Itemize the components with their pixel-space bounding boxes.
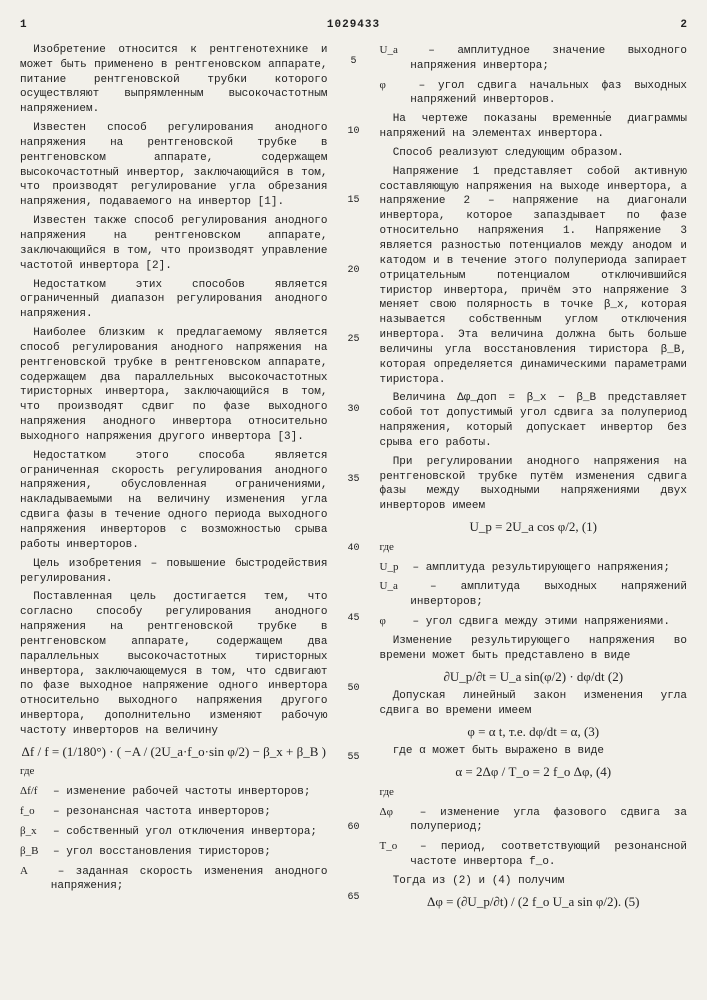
- para: Изобретение относится к рентгенотехнике …: [20, 43, 328, 117]
- line-num: 10: [346, 125, 362, 139]
- def-sym: Δf/f: [20, 784, 46, 799]
- para: Известен способ регулирования анодного н…: [20, 121, 328, 210]
- left-column: Изобретение относится к рентгенотехнике …: [20, 43, 328, 915]
- line-num: 65: [346, 891, 362, 905]
- line-num: 25: [346, 333, 362, 347]
- line-num: 45: [346, 612, 362, 626]
- page-right-num: 2: [680, 18, 687, 33]
- formula-4: α = 2Δφ / T_o = 2 f_o Δφ, (4): [380, 763, 688, 781]
- para: Поставленная цель достигается тем, что с…: [20, 590, 328, 738]
- def-row: T_o – период, соответствующий резонансно…: [380, 839, 688, 870]
- def-text: – амплитудное значение выходного напряже…: [406, 45, 687, 72]
- def-text: – угол сдвига начальных фаз выходных нап…: [406, 80, 687, 107]
- def-row: A – заданная скорость изменения анодного…: [20, 864, 328, 895]
- def-row: где: [380, 540, 688, 556]
- def-row: Δf/f – изменение рабочей частоты инверто…: [20, 784, 328, 800]
- def-sym: T_o: [380, 839, 406, 854]
- def-row: U_p – амплитуда результирующего напряжен…: [380, 560, 688, 576]
- right-column: U_a – амплитудное значение выходного нап…: [380, 43, 688, 915]
- def-sym: A: [20, 864, 46, 879]
- para: Цель изобретения – повышение быстродейст…: [20, 557, 328, 587]
- def-sym: f_o: [20, 804, 46, 819]
- para: Изменение результирующего напряжения во …: [380, 634, 688, 664]
- para: Тогда из (2) и (4) получим: [380, 874, 688, 889]
- para: где α может быть выражено в виде: [380, 744, 688, 759]
- para: Способ реализуют следующим образом.: [380, 146, 688, 161]
- def-row: U_a – амплитуда выходных напряжений инве…: [380, 579, 688, 610]
- def-sym: φ: [380, 614, 406, 629]
- line-num: 20: [346, 264, 362, 278]
- def-sym: Δφ: [380, 805, 406, 820]
- def-row: β_x – собственный угол отключения инверт…: [20, 824, 328, 840]
- page-header: 1 1029433 2: [20, 18, 687, 33]
- para: Допуская линейный закон изменения угла с…: [380, 689, 688, 719]
- def-row: где: [380, 785, 688, 801]
- line-number-gutter: 5 10 15 20 25 30 35 40 45 50 55 60 65: [346, 43, 362, 915]
- def-sym: U_p: [380, 560, 406, 575]
- def-row: где: [20, 764, 328, 780]
- def-row: U_a – амплитудное значение выходного нап…: [380, 43, 688, 74]
- para: Напряжение 1 представляет собой активную…: [380, 165, 688, 388]
- para: Недостатком этого способа является огран…: [20, 449, 328, 553]
- def-text: – угол сдвига между этими напряжениями.: [406, 616, 670, 628]
- doc-number: 1029433: [27, 18, 681, 33]
- def-sym: β_x: [20, 824, 46, 839]
- def-text: – амплитуда выходных напряжений инвертор…: [406, 581, 687, 608]
- formula-main: Δf / f = (1/180°) · ( −A / (2U_a·f_o·sin…: [20, 743, 328, 761]
- where-label: где: [380, 785, 406, 800]
- para: На чертеже показаны временны́е диаграммы…: [380, 112, 688, 142]
- para: При регулировании анодного напряжения на…: [380, 455, 688, 514]
- line-num: 55: [346, 751, 362, 765]
- def-text: – собственный угол отключения инвертора;: [46, 826, 317, 838]
- def-row: f_o – резонансная частота инверторов;: [20, 804, 328, 820]
- where-label: где: [380, 540, 406, 555]
- line-num: 30: [346, 403, 362, 417]
- def-text: – заданная скорость изменения анодного н…: [46, 866, 327, 893]
- formula-3: φ = α t, т.е. dφ/dt = α, (3): [380, 723, 688, 741]
- para: Величина Δφ_доп = β_x − β_B представляет…: [380, 391, 688, 450]
- formula-2: ∂U_p/∂t = U_a sin(φ/2) · dφ/dt (2): [380, 668, 688, 686]
- def-sym: U_a: [380, 579, 406, 594]
- def-text: – изменение рабочей частоты инверторов;: [46, 786, 310, 798]
- line-num: 60: [346, 821, 362, 835]
- para: Наиболее близким к предлагаемому являетс…: [20, 326, 328, 445]
- def-row: Δφ – изменение угла фазового сдвига за п…: [380, 805, 688, 836]
- def-text: – амплитуда результирующего напряжения;: [406, 562, 670, 574]
- para: Известен также способ регулирования анод…: [20, 214, 328, 273]
- line-num: 15: [346, 194, 362, 208]
- formula-1: U_p = 2U_a cos φ/2, (1): [380, 518, 688, 536]
- def-text: – период, соответствующий резонансной ча…: [406, 841, 687, 868]
- line-num: 40: [346, 542, 362, 556]
- where-label: где: [20, 764, 46, 779]
- line-num: 35: [346, 473, 362, 487]
- def-sym: β_B: [20, 844, 46, 859]
- formula-5: Δφ = (∂U_p/∂t) / (2 f_o U_a sin φ/2). (5…: [380, 893, 688, 911]
- line-num: 5: [346, 55, 362, 69]
- def-text: – резонансная частота инверторов;: [46, 806, 270, 818]
- def-sym: φ: [380, 78, 406, 93]
- def-row: β_B – угол восстановления тиристоров;: [20, 844, 328, 860]
- def-sym: U_a: [380, 43, 406, 58]
- def-text: – угол восстановления тиристоров;: [46, 846, 270, 858]
- line-num: 50: [346, 682, 362, 696]
- def-text: – изменение угла фазового сдвига за полу…: [406, 807, 687, 834]
- def-row: φ – угол сдвига между этими напряжениями…: [380, 614, 688, 630]
- text-columns: Изобретение относится к рентгенотехнике …: [20, 43, 687, 915]
- def-row: φ – угол сдвига начальных фаз выходных н…: [380, 78, 688, 109]
- para: Недостатком этих способов является огран…: [20, 278, 328, 323]
- page-left-num: 1: [20, 18, 27, 33]
